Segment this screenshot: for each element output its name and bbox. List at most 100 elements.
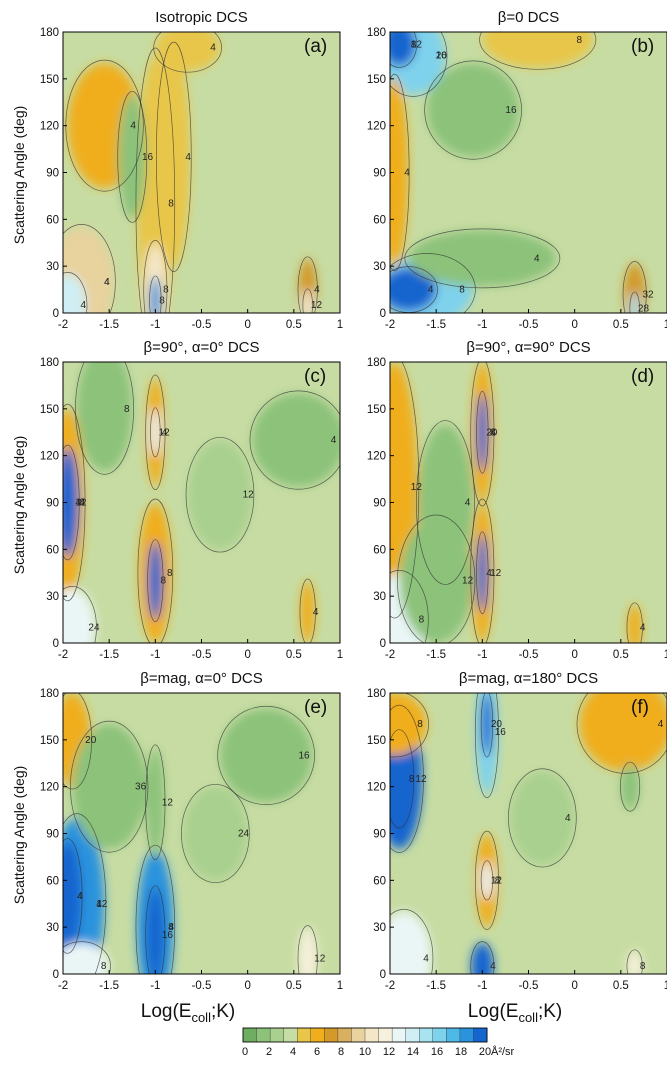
contour-label: 12: [462, 576, 474, 587]
contour-line: [390, 908, 434, 974]
contour-label: 4: [313, 607, 319, 618]
colorbar-swatch: [256, 1027, 271, 1043]
contour-line: [390, 704, 424, 853]
density-region: [298, 927, 317, 974]
colorbar-tick-label: 20: [479, 1046, 491, 1058]
contour-line: [145, 744, 166, 860]
contour-label: 4: [465, 498, 471, 509]
y-axis-label-row3: Scattering Angle (deg): [11, 766, 27, 905]
x-axis-label-right: Log(Ecoll;K): [468, 1001, 563, 1025]
colorbar-tick-label: 6: [314, 1046, 320, 1058]
contour-line: [63, 224, 116, 313]
contour-line: [302, 288, 313, 313]
contour-label: 24: [88, 622, 100, 633]
density-region: [630, 292, 640, 313]
x-tick-label: 0: [571, 319, 577, 331]
contour-label: 8: [124, 404, 130, 415]
contour-line: [397, 514, 476, 643]
colorbar-frame: [242, 1027, 488, 1043]
contour-line: [145, 374, 166, 490]
panel-label: (f): [631, 697, 649, 718]
x-tick-label: -1.5: [99, 319, 119, 331]
x-tick-label: -1: [477, 649, 487, 661]
x-tick-label: -1.5: [426, 980, 446, 992]
x-tick-label: -2: [385, 649, 395, 661]
y-tick-label: 0: [53, 638, 59, 650]
density-region: [408, 230, 557, 287]
contour-line: [63, 813, 107, 974]
density-region: [147, 541, 163, 620]
y-tick-label: 180: [367, 27, 386, 39]
contour-line: [470, 498, 495, 643]
colorbar-swatch: [337, 1027, 352, 1043]
y-tick-label: 30: [373, 261, 386, 273]
contour-label: 8: [409, 774, 415, 785]
x-tick-label: -0.5: [519, 319, 539, 331]
x-tick-label: 1: [664, 980, 667, 992]
density-region: [63, 588, 96, 643]
contour-line: [576, 693, 667, 774]
contour-label: 20: [436, 50, 448, 61]
y-tick-label: 30: [46, 922, 59, 934]
y-tick-label: 90: [373, 168, 386, 180]
density-region: [510, 771, 575, 865]
contour-label: 4: [185, 152, 191, 163]
contour-label: 4: [104, 277, 110, 288]
contour-label: 8: [168, 199, 174, 210]
contour-line: [153, 32, 222, 73]
y-tick-label: 0: [380, 638, 386, 650]
contour-label: 4: [96, 899, 102, 910]
contour-line: [480, 860, 494, 901]
contour-label: 4: [130, 121, 136, 132]
contour-label: 12: [490, 568, 502, 579]
x-tick-label: 0: [571, 980, 577, 992]
contour-line: [143, 240, 168, 313]
contour-label: 4: [490, 961, 496, 972]
density-region: [627, 603, 643, 643]
contour-line: [480, 693, 494, 758]
contour-line: [299, 578, 316, 643]
density-region: [476, 533, 488, 612]
density-region: [150, 408, 160, 456]
contour-label: 4: [168, 922, 174, 933]
y-tick-label: 180: [367, 357, 386, 369]
y-tick-label: 150: [40, 404, 59, 416]
x-tick-label: -2: [385, 980, 395, 992]
y-tick-label: 90: [46, 498, 59, 510]
density-region: [390, 32, 416, 67]
panel-title: β=90°, α=90° DCS: [466, 339, 590, 356]
colorbar-swatch: [242, 1027, 258, 1043]
density-region: [63, 447, 79, 558]
y-tick-label: 150: [367, 74, 386, 86]
contour-line: [626, 602, 643, 643]
y-tick-label: 0: [53, 969, 59, 981]
contour-label: 16: [495, 727, 507, 738]
colorbar-swatch: [446, 1027, 461, 1043]
contour-line: [147, 539, 164, 622]
contour-line: [297, 256, 318, 313]
contour-line: [390, 32, 448, 97]
colorbar-swatch: [310, 1027, 325, 1043]
x-tick-label: -1: [150, 980, 160, 992]
y-tick-label: 60: [46, 214, 59, 226]
colorbar-swatch: [378, 1027, 393, 1043]
contour-label: 4: [331, 435, 337, 446]
contour-label: 12: [491, 875, 503, 886]
colorbar-swatch: [351, 1027, 366, 1043]
contour-label: 12: [411, 482, 423, 493]
y-tick-label: 90: [46, 168, 59, 180]
x-tick-label: -0.5: [192, 319, 212, 331]
colorbar: 0 2 4 6 8 10 12 14 16 18 20 Å²/sr: [242, 1027, 515, 1058]
contour-line: [63, 586, 97, 643]
y-tick-label: 180: [40, 357, 59, 369]
x-tick-label: 0: [244, 319, 250, 331]
contour-line: [297, 925, 318, 974]
contour-line: [390, 73, 410, 272]
x-tick-label: -1: [150, 649, 160, 661]
contour-line: [185, 436, 255, 553]
density-region: [579, 693, 667, 772]
contour-label: 16: [436, 50, 448, 61]
x-tick-label: -1.5: [426, 319, 446, 331]
contour-line: [390, 693, 429, 758]
